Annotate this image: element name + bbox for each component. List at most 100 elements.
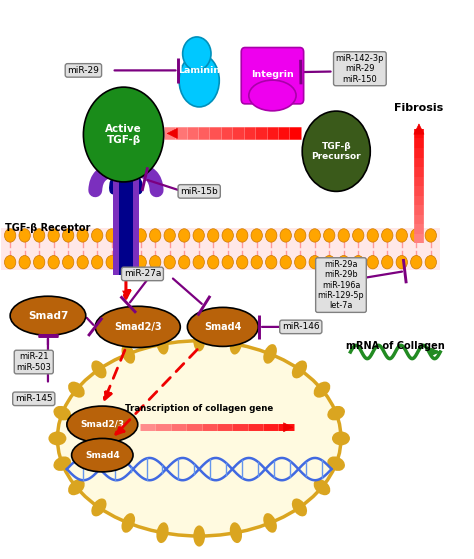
Ellipse shape	[54, 406, 71, 420]
Circle shape	[309, 255, 320, 269]
Circle shape	[164, 255, 175, 269]
Text: Smad4: Smad4	[204, 322, 242, 332]
Ellipse shape	[95, 306, 180, 348]
Circle shape	[164, 229, 175, 242]
Circle shape	[265, 229, 277, 242]
Text: miR-142-3p
miR-29
miR-150: miR-142-3p miR-29 miR-150	[336, 54, 384, 84]
Circle shape	[251, 255, 263, 269]
Circle shape	[396, 229, 408, 242]
Ellipse shape	[121, 513, 135, 533]
Circle shape	[294, 229, 306, 242]
Circle shape	[63, 229, 74, 242]
Text: TGF-β
Precursor: TGF-β Precursor	[311, 141, 361, 161]
Circle shape	[410, 229, 422, 242]
Circle shape	[48, 229, 59, 242]
Circle shape	[208, 255, 219, 269]
Circle shape	[179, 229, 190, 242]
Circle shape	[4, 229, 16, 242]
Circle shape	[324, 229, 335, 242]
Ellipse shape	[91, 499, 107, 517]
Circle shape	[302, 111, 370, 191]
Ellipse shape	[292, 361, 307, 378]
Bar	[113, 170, 139, 276]
Text: miR-29: miR-29	[67, 66, 100, 75]
Circle shape	[294, 255, 306, 269]
Circle shape	[120, 255, 132, 269]
Ellipse shape	[57, 341, 341, 536]
FancyBboxPatch shape	[241, 48, 304, 104]
Text: Transcription of collagen gene: Transcription of collagen gene	[125, 404, 273, 413]
Text: Integrin: Integrin	[251, 70, 294, 79]
Ellipse shape	[292, 499, 307, 517]
Circle shape	[280, 255, 292, 269]
Ellipse shape	[328, 406, 345, 420]
Circle shape	[208, 229, 219, 242]
Ellipse shape	[68, 479, 85, 495]
Text: TGF-β Receptor: TGF-β Receptor	[5, 222, 91, 233]
Circle shape	[367, 255, 378, 269]
Circle shape	[410, 255, 422, 269]
Circle shape	[179, 255, 190, 269]
Circle shape	[425, 255, 437, 269]
Ellipse shape	[156, 334, 169, 354]
Ellipse shape	[314, 382, 330, 397]
Ellipse shape	[230, 522, 242, 543]
Circle shape	[120, 229, 132, 242]
Circle shape	[222, 255, 233, 269]
Text: Active
TGF-β: Active TGF-β	[105, 124, 142, 145]
Text: Smad7: Smad7	[28, 311, 68, 321]
Circle shape	[193, 255, 204, 269]
Text: Smad2/3: Smad2/3	[80, 420, 124, 429]
Circle shape	[280, 229, 292, 242]
Circle shape	[34, 229, 45, 242]
Circle shape	[382, 255, 393, 269]
Circle shape	[237, 255, 248, 269]
Circle shape	[63, 255, 74, 269]
Circle shape	[396, 255, 408, 269]
Circle shape	[309, 229, 320, 242]
Text: Smad2/3: Smad2/3	[114, 322, 162, 332]
Circle shape	[338, 255, 349, 269]
Circle shape	[425, 229, 437, 242]
Circle shape	[353, 255, 364, 269]
Ellipse shape	[263, 344, 277, 364]
Circle shape	[106, 255, 118, 269]
Text: miR-27a: miR-27a	[124, 269, 161, 278]
Circle shape	[77, 255, 88, 269]
Ellipse shape	[249, 80, 296, 111]
Circle shape	[91, 229, 103, 242]
Circle shape	[83, 87, 164, 182]
Circle shape	[182, 37, 211, 70]
Circle shape	[135, 229, 146, 242]
Text: miR-21
miR-503: miR-21 miR-503	[16, 352, 51, 372]
Circle shape	[149, 255, 161, 269]
Circle shape	[353, 229, 364, 242]
Ellipse shape	[67, 406, 138, 443]
Ellipse shape	[187, 307, 258, 347]
Circle shape	[135, 255, 146, 269]
Text: Smad4: Smad4	[85, 451, 119, 459]
Circle shape	[367, 229, 378, 242]
Ellipse shape	[193, 330, 205, 352]
Text: Fibrosis: Fibrosis	[394, 103, 444, 113]
Ellipse shape	[179, 54, 219, 107]
Text: miR-15b: miR-15b	[180, 187, 218, 196]
Text: miR-146: miR-146	[282, 323, 319, 331]
Ellipse shape	[193, 525, 205, 547]
Ellipse shape	[91, 361, 107, 378]
Text: mRNA of Collagen: mRNA of Collagen	[346, 342, 445, 352]
Circle shape	[382, 229, 393, 242]
Circle shape	[106, 229, 118, 242]
Circle shape	[338, 229, 349, 242]
Circle shape	[251, 229, 263, 242]
Ellipse shape	[10, 296, 86, 335]
Text: miR-29a
miR-29b
miR-196a
miR-129-5p
let-7a: miR-29a miR-29b miR-196a miR-129-5p let-…	[318, 260, 365, 310]
Circle shape	[324, 255, 335, 269]
Ellipse shape	[48, 432, 66, 446]
Ellipse shape	[54, 456, 71, 471]
Ellipse shape	[156, 522, 169, 543]
Circle shape	[91, 255, 103, 269]
Ellipse shape	[328, 456, 345, 471]
Circle shape	[237, 229, 248, 242]
Circle shape	[34, 255, 45, 269]
